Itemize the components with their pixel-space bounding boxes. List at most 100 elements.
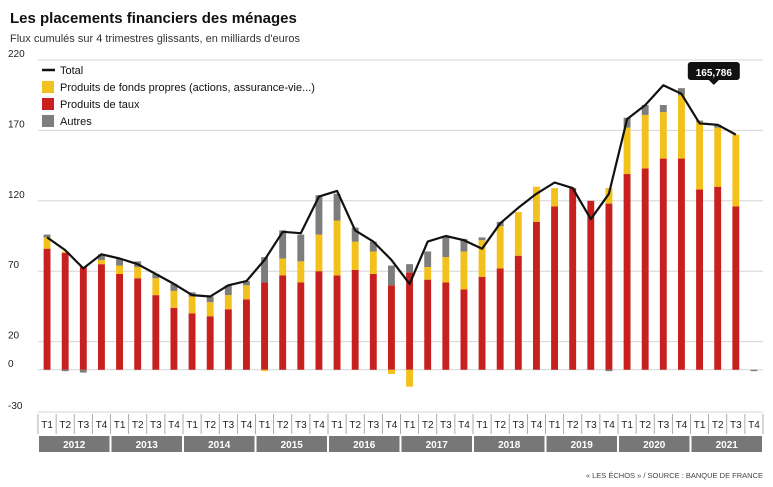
quarter-label: T4	[748, 420, 760, 431]
year-label: 2019	[571, 440, 594, 451]
quarter-label: T4	[313, 420, 325, 431]
bar-produits-de-taux	[696, 189, 704, 370]
year-label: 2016	[353, 440, 376, 451]
bar-autres	[641, 105, 649, 115]
bar-produits-de-taux	[732, 206, 740, 370]
bar-produits-de-taux	[496, 268, 504, 370]
callout: 165,786	[687, 62, 740, 85]
year-band	[474, 436, 545, 452]
bar-produits-de-taux	[659, 158, 667, 370]
bar-autres	[605, 369, 613, 372]
bar-fonds-propres	[279, 258, 287, 276]
bar-produits-de-taux	[206, 316, 214, 370]
bar-fonds-propres	[97, 259, 105, 265]
bar-produits-de-taux	[677, 158, 685, 370]
bar-autres	[279, 230, 287, 259]
bar-autres	[79, 369, 87, 373]
y-tick-label: 120	[8, 190, 25, 201]
quarter-label: T1	[476, 420, 488, 431]
quarter-label: T4	[96, 420, 108, 431]
legend-label-other: Autres	[60, 116, 92, 128]
year-label: 2012	[63, 440, 86, 451]
bars-layer	[43, 88, 758, 387]
quarter-label: T1	[331, 420, 343, 431]
year-label: 2013	[136, 440, 159, 451]
quarter-label: T2	[204, 420, 216, 431]
bar-fonds-propres	[333, 220, 341, 276]
bar-produits-de-taux	[569, 188, 577, 370]
total-line-layer	[46, 84, 737, 298]
legend: Total Produits de fonds propres (actions,…	[42, 65, 315, 128]
quarter-label: T1	[621, 420, 633, 431]
chart-subtitle: Flux cumulés sur 4 trimestres glissants,…	[10, 33, 301, 45]
y-tick-label: -30	[8, 401, 23, 412]
bar-autres	[369, 241, 377, 252]
bar-fonds-propres	[224, 295, 232, 310]
quarter-label: T3	[295, 420, 307, 431]
bar-fonds-propres	[551, 188, 559, 207]
bar-autres	[206, 296, 214, 303]
bar-fonds-propres	[406, 369, 414, 387]
quarter-label: T3	[222, 420, 234, 431]
quarter-label: T4	[458, 420, 470, 431]
year-label: 2015	[281, 440, 304, 451]
bar-produits-de-taux	[170, 307, 178, 370]
bar-autres	[424, 251, 432, 267]
bar-produits-de-taux	[152, 295, 160, 370]
quarter-label: T2	[277, 420, 289, 431]
bar-autres	[677, 88, 685, 96]
year-band	[329, 436, 400, 452]
quarter-label: T2	[712, 420, 724, 431]
legend-swatch-other	[42, 115, 54, 127]
year-band	[691, 436, 762, 452]
bar-autres	[460, 238, 468, 252]
bar-fonds-propres	[460, 251, 468, 290]
bar-produits-de-taux	[641, 168, 649, 370]
year-band	[39, 436, 110, 452]
quarter-label: T3	[730, 420, 742, 431]
bar-fonds-propres	[605, 188, 613, 204]
year-label: 2020	[643, 440, 666, 451]
legend-swatch-equity	[42, 81, 54, 93]
bar-produits-de-taux	[605, 203, 613, 370]
bar-fonds-propres	[514, 212, 522, 256]
bar-produits-de-taux	[424, 279, 432, 370]
bar-autres	[478, 237, 486, 241]
quarter-label: T2	[349, 420, 361, 431]
bar-produits-de-taux	[134, 278, 142, 370]
bar-autres	[170, 283, 178, 291]
legend-label-equity: Produits de fonds propres (actions, assu…	[60, 82, 315, 94]
quarter-label: T3	[77, 420, 89, 431]
bar-autres	[224, 285, 232, 296]
quarter-label: T3	[150, 420, 162, 431]
bar-fonds-propres	[387, 369, 395, 374]
bar-fonds-propres	[623, 127, 631, 175]
bar-produits-de-taux	[279, 275, 287, 370]
bar-fonds-propres	[351, 241, 359, 270]
x-axis-layer: T1 T2 T3 T4 T1 T2 T3 T4 T1 T2 T3 T4 T1 T2 T3 T4 T1 T2 T3 T4…	[37, 414, 764, 452]
bar-produits-de-taux	[242, 299, 250, 370]
bar-autres	[97, 254, 105, 260]
bar-produits-de-taux	[261, 282, 269, 370]
bar-fonds-propres	[478, 240, 486, 277]
quarter-label: T2	[567, 420, 579, 431]
bar-produits-de-taux	[514, 255, 522, 370]
quarter-label: T4	[168, 420, 180, 431]
y-tick-label: 0	[8, 359, 14, 370]
bar-fonds-propres	[297, 261, 305, 283]
bar-fonds-propres	[641, 114, 649, 169]
quarter-label: T1	[41, 420, 53, 431]
bar-produits-de-taux	[188, 313, 196, 370]
bar-fonds-propres	[116, 265, 124, 275]
bar-fonds-propres	[188, 296, 196, 314]
y-tick-label: 70	[8, 260, 20, 271]
bar-fonds-propres	[170, 290, 178, 308]
bar-produits-de-taux	[297, 282, 305, 370]
bar-autres	[406, 264, 414, 273]
bar-produits-de-taux	[587, 200, 595, 370]
quarter-label: T3	[657, 420, 669, 431]
bar-autres	[315, 195, 323, 235]
bar-fonds-propres	[677, 95, 685, 159]
